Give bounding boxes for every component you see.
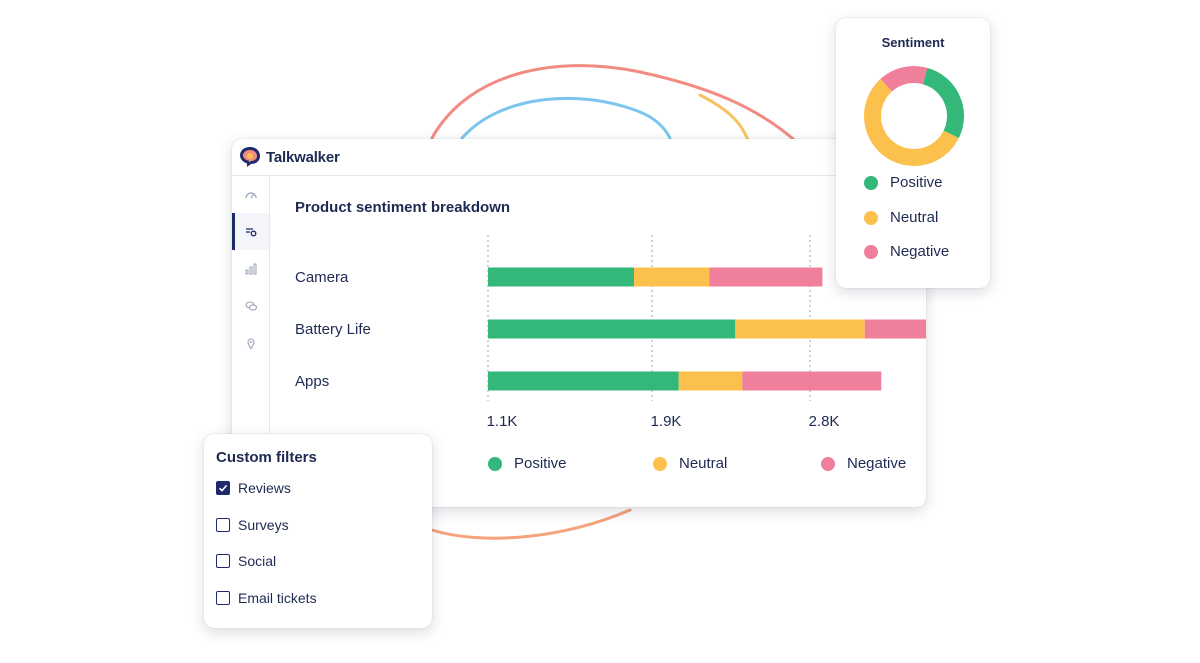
- filter-surveys-checkbox[interactable]: [216, 518, 230, 532]
- gauge-icon: [244, 191, 257, 198]
- donut-legend-positive-swatch: [864, 175, 878, 190]
- bar-camera-positive[interactable]: [488, 267, 635, 287]
- donut-legend-neutral-label: Neutral: [890, 209, 939, 226]
- donut-legend-negative-label: Negative: [890, 243, 950, 260]
- bar-camera-neutral[interactable]: [634, 267, 710, 287]
- donut-legend-positive: Positive: [864, 174, 943, 191]
- chart-title: Product sentiment breakdown: [295, 199, 511, 216]
- filter-list-icon: [245, 227, 256, 236]
- app-name: Talkwalker: [266, 148, 340, 166]
- legend-neutral-label: Neutral: [679, 455, 728, 472]
- legend-neutral: Neutral: [653, 455, 727, 472]
- map-pin-icon: [246, 338, 255, 349]
- category-label-camera: Camera: [295, 269, 349, 286]
- filters-title: Custom filters: [216, 449, 317, 466]
- sidebar-item-dashboard[interactable]: [232, 176, 269, 213]
- sidebar-item-locations[interactable]: [232, 324, 269, 361]
- x-tick-label: 2.8K: [809, 413, 840, 430]
- legend-positive-label: Positive: [514, 455, 567, 472]
- bar-apps-positive[interactable]: [488, 371, 679, 391]
- talkwalker-logo-icon: [240, 147, 260, 167]
- donut-legend-neutral: Neutral: [864, 209, 938, 226]
- app-header: Talkwalker: [232, 139, 926, 176]
- sentiment-card: Sentiment Positive Neutral Negative: [836, 18, 990, 288]
- deco-curve-bottom: [430, 508, 632, 540]
- donut-legend-negative: Negative: [864, 243, 949, 260]
- filter-surveys-label: Surveys: [238, 517, 289, 533]
- legend-positive: Positive: [488, 455, 567, 472]
- sidebar-item-conversations[interactable]: [232, 287, 269, 324]
- main-window: Talkwalker: [232, 139, 926, 507]
- filter-social-checkbox[interactable]: [216, 554, 230, 568]
- legend-negative-label: Negative: [847, 455, 907, 472]
- sidebar: [232, 176, 270, 507]
- custom-filters-card: Custom filters Reviews Surveys Social Em…: [204, 434, 432, 628]
- filter-email-tickets-checkbox[interactable]: [216, 591, 230, 605]
- legend-negative: Negative: [821, 455, 906, 472]
- sentiment-title: Sentiment: [881, 35, 945, 50]
- bar-apps-negative[interactable]: [742, 371, 882, 391]
- checkmark-icon: [218, 484, 228, 492]
- bar-battery-life-neutral[interactable]: [735, 319, 865, 339]
- chat-bubbles-icon: [244, 300, 257, 311]
- deco-curve-red: [430, 64, 807, 152]
- donut-slice-negative[interactable]: [880, 66, 928, 92]
- sentiment-bar-chart: 1.1K 1.9K 2.8K Camera Battery Life Apps: [295, 235, 926, 430]
- filter-social[interactable]: Social: [216, 553, 276, 569]
- x-tick-label: 1.9K: [651, 413, 682, 430]
- bar-apps-neutral[interactable]: [678, 371, 743, 391]
- filter-social-label: Social: [238, 553, 277, 569]
- category-label-apps: Apps: [295, 373, 329, 390]
- donut-slice-neutral[interactable]: [864, 78, 959, 166]
- legend-negative-swatch: [821, 456, 835, 471]
- sidebar-item-filters[interactable]: [232, 213, 269, 250]
- donut-legend-positive-label: Positive: [890, 174, 943, 191]
- bar-chart-icon: [245, 263, 256, 274]
- sidebar-item-analytics[interactable]: [232, 250, 269, 287]
- legend-neutral-swatch: [653, 456, 667, 471]
- filter-email-tickets-label: Email tickets: [238, 590, 317, 606]
- filter-email-tickets[interactable]: Email tickets: [216, 590, 317, 606]
- legend-positive-swatch: [488, 456, 502, 471]
- donut-legend-neutral-swatch: [864, 210, 878, 225]
- sentiment-donut-chart: [864, 66, 964, 166]
- category-label-battery-life: Battery Life: [295, 321, 371, 338]
- filter-reviews-label: Reviews: [238, 480, 291, 496]
- deco-curve-blue: [460, 96, 672, 140]
- donut-legend-negative-swatch: [864, 244, 878, 259]
- donut-slice-positive[interactable]: [922, 67, 964, 139]
- deco-curve-yellow: [698, 93, 750, 142]
- x-tick-label: 1.1K: [487, 413, 518, 430]
- filter-reviews[interactable]: Reviews: [216, 480, 291, 496]
- bar-battery-life-negative[interactable]: [864, 319, 926, 339]
- bar-battery-life-positive[interactable]: [488, 319, 736, 339]
- filter-surveys[interactable]: Surveys: [216, 517, 289, 533]
- bar-camera-negative[interactable]: [709, 267, 823, 287]
- filter-reviews-checkbox[interactable]: [216, 481, 230, 495]
